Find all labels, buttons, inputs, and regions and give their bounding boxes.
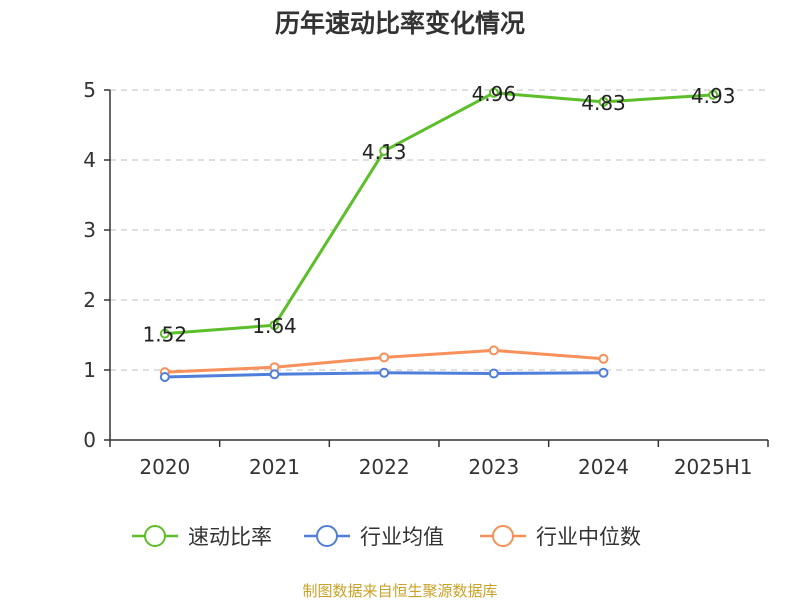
source-note: 制图数据来自恒生聚源数据库 (302, 582, 497, 600)
data-point (269, 320, 280, 331)
legend-swatch-marker (144, 525, 166, 547)
x-tick-label: 2025H1 (674, 455, 753, 479)
y-tick-label: 2 (83, 288, 96, 312)
data-point (488, 345, 499, 356)
legend-label: 速动比率 (188, 525, 272, 549)
data-point (379, 352, 390, 363)
x-tick-label: 2024 (578, 455, 629, 479)
legend: 速动比率 行业均值 行业中位数 (132, 525, 641, 549)
data-point (598, 367, 609, 378)
y-tick-label: 4 (83, 148, 96, 172)
grid (110, 89, 768, 371)
legend-label: 行业均值 (360, 525, 444, 549)
data-label: 4.96 (472, 82, 517, 106)
series-line (164, 91, 714, 336)
data-point (159, 372, 170, 382)
legend-label: 行业中位数 (536, 525, 641, 549)
y-tick-label: 5 (83, 78, 96, 102)
data-point (598, 96, 609, 107)
axes: 0 1 2 3 4 5 2020 2021 2022 2023 2024 2025H1 (83, 78, 769, 479)
data-point (379, 367, 390, 378)
x-tick-label: 2020 (139, 455, 190, 479)
legend-swatch-marker (492, 525, 514, 547)
y-tick-label: 3 (83, 218, 96, 242)
x-tick-label: 2023 (468, 455, 519, 479)
data-point (488, 87, 499, 98)
data-point (379, 145, 390, 156)
data-label: 4.93 (691, 84, 736, 108)
legend-swatch-marker (316, 525, 338, 547)
data-point (269, 369, 280, 380)
data-label: 1.52 (143, 323, 188, 347)
data-label: 4.83 (581, 91, 626, 115)
chart-title: 历年速动比率变化情况 (275, 9, 525, 38)
data-point (598, 353, 609, 364)
data-point (488, 368, 499, 379)
data-label: 1.64 (252, 314, 297, 338)
y-tick-label: 1 (83, 358, 96, 382)
y-tick-label: 0 (83, 428, 96, 452)
x-tick-label: 2022 (359, 455, 410, 479)
x-tick-label: 2021 (249, 455, 300, 479)
legend-item[interactable]: 行业中位数 (480, 525, 641, 549)
legend-item[interactable]: 速动比率 (132, 525, 272, 549)
data-point (159, 328, 170, 339)
legend-item[interactable]: 行业均值 (304, 525, 444, 549)
data-label: 4.13 (362, 140, 407, 164)
series-layer (159, 87, 719, 382)
data-labels: 1.52 1.64 4.13 4.96 4.83 4.93 (143, 82, 736, 347)
data-point (708, 89, 719, 100)
